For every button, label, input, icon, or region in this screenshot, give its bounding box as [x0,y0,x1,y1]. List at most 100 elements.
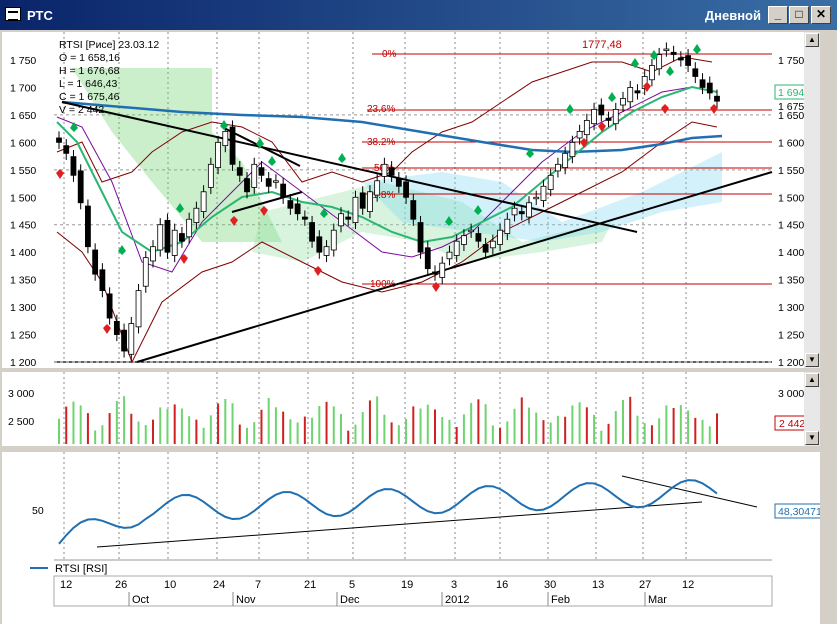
candle-down [424,247,431,270]
price-tick-right: 1 300 [778,302,804,314]
candle-up [135,290,142,328]
moving-average-200 [61,100,723,154]
rsi-axis-50: 50 [32,505,44,517]
buy-signal-icon [268,156,276,166]
candle-up [142,257,149,287]
price-scrollbar[interactable]: ▲ ▼ [804,32,820,368]
volume-bar [716,413,718,444]
volume-bar [564,416,567,444]
volume-bar [202,427,205,444]
ohlc-close: C = 1 675,46 [59,91,120,103]
volume-bar [571,405,574,444]
volume-bar [506,421,509,444]
maximize-button[interactable]: □ [789,6,809,24]
volume-bar [629,396,632,444]
sell-signal-icon [314,266,322,276]
volume-bar [217,403,220,444]
sell-signal-icon [710,104,718,114]
minimize-button[interactable]: _ [768,6,788,24]
candle-down [99,269,106,292]
volume-bar [137,421,140,444]
candle-up [649,65,655,81]
volume-bar [253,422,256,444]
sell-signal-icon [598,122,606,132]
candle-down [85,205,91,248]
candle-up [540,185,547,201]
buy-signal-icon [220,120,228,130]
rsi-badge [774,503,820,519]
sell-signal-icon [661,104,669,114]
rsi-resistance-line [621,475,758,508]
buy-signal-icon [118,245,126,255]
fib-0-label: 0% [382,49,397,60]
candle-up [555,163,561,172]
volume-bar [130,413,133,444]
date-day-label: 13 [592,579,604,591]
candle-down [56,137,62,143]
volume-scroll-up-icon[interactable]: ▲ [805,373,819,387]
candle-up [569,141,576,158]
rsi-last-value: 48,304716 [778,506,820,518]
price-tick-left: 1 200 [10,357,36,368]
trade-signals [56,44,718,334]
price-pane[interactable]: 0% 1777,48 23.6% 38.2% 50% 61.8% 100% RT… [2,32,820,368]
candle-down [106,293,113,319]
candle-up [511,207,518,216]
date-day-label: 12 [60,579,72,591]
volume-bar [672,408,675,444]
date-month-label: Dec [340,594,360,606]
buy-signal-icon [631,58,639,68]
volume-bar [209,415,212,444]
volume-bar [260,409,263,444]
close-button[interactable]: ✕ [811,6,831,24]
price-tick-left: 1 500 [10,192,36,204]
volume-bar [470,402,473,444]
price-tick-left: 1 300 [10,302,36,314]
volume-bar [448,419,451,444]
volume-bar [412,406,415,444]
timeframe-label: Дневной [704,8,761,23]
candle-down [395,178,402,187]
price-tick-right: 1 650 [778,110,804,122]
volume-bar [180,408,183,444]
candle-up [222,130,229,147]
rsi-line [58,479,718,545]
date-month-label: Oct [132,594,149,606]
volume-bar [144,425,147,444]
volume-scroll-down-icon[interactable]: ▼ [805,431,819,445]
volume-bar [528,407,530,444]
date-month-label: 2012 [445,594,469,606]
price-tick-right: 1 550 [778,165,804,177]
candle-up [128,323,135,355]
price-tick-left: 1 600 [10,137,36,149]
rsi-pane[interactable]: 50 48,304716 RTSI [RSI] 1226102472151931… [2,452,820,624]
volume-bar [687,410,690,444]
volume-bar [289,419,292,444]
candle-up [533,196,540,200]
date-day-label: 5 [349,579,355,591]
volume-bar [340,414,342,444]
volume-scrollbar[interactable]: ▲ ▼ [804,372,820,446]
ohlc-header: RTSI [Рисе] 23.03.12 [59,39,159,51]
volume-bar [274,407,277,444]
volume-bar [578,402,581,444]
volume-bar [477,399,480,444]
volume-bar [238,424,241,444]
scroll-down-icon[interactable]: ▼ [805,353,819,367]
candle-up [627,87,634,103]
candle-down [309,222,315,242]
candle-up [497,229,503,245]
scroll-up-icon[interactable]: ▲ [805,33,819,47]
sell-signal-icon [580,138,588,148]
volume-bar [361,412,364,444]
volume-bar [58,418,60,444]
volume-bar [368,400,371,444]
candle-up [381,163,388,177]
legend-label: RTSI [RSI] [55,563,107,575]
volume-bar [311,417,314,444]
chart-window-icon [5,7,21,21]
buy-signal-icon [608,92,616,102]
volume-pane[interactable]: 3 000 2 500 3 000 2 500 2 442 ▲ ▼ [2,372,820,446]
volume-bar [542,420,545,444]
date-day-label: 7 [255,579,261,591]
